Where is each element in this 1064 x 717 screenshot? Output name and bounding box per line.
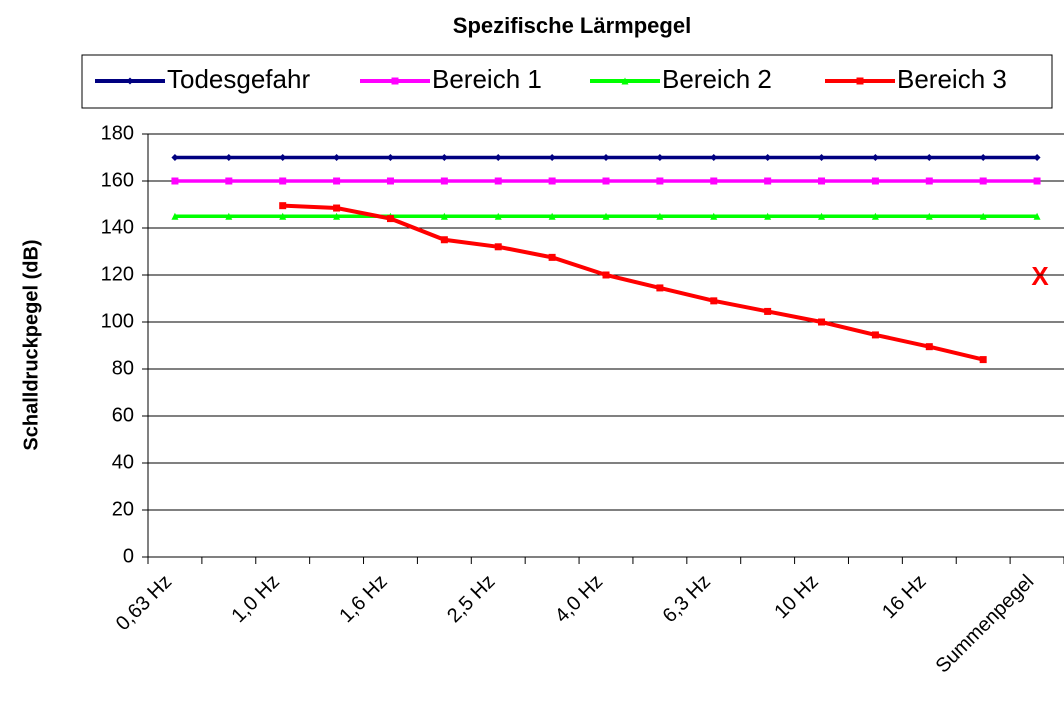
- marker: [710, 154, 718, 161]
- x-tick-label: 6,3 Hz: [659, 571, 715, 627]
- y-tick-label: 80: [112, 357, 134, 379]
- y-axis-label: Schalldruckpegel (dB): [20, 239, 42, 450]
- marker: [494, 154, 502, 161]
- marker: [656, 212, 664, 220]
- marker: [925, 154, 933, 161]
- marker: [818, 318, 826, 326]
- marker: [1033, 154, 1041, 161]
- marker: [225, 177, 233, 185]
- marker: [925, 343, 933, 351]
- marker: [494, 212, 502, 220]
- marker: [279, 212, 287, 220]
- legend-label: Bereich 3: [897, 64, 1007, 94]
- marker: [171, 154, 179, 161]
- marker: [979, 177, 987, 185]
- marker: [818, 154, 826, 161]
- marker: [818, 177, 826, 185]
- y-tick-label: 20: [112, 498, 134, 520]
- x-tick-label: 1,0 Hz: [228, 571, 284, 627]
- x-tick-label: 10 Hz: [770, 571, 823, 624]
- marker: [548, 212, 556, 220]
- marker: [871, 177, 879, 185]
- marker: [979, 356, 987, 364]
- marker: [856, 77, 864, 85]
- marker: [548, 253, 556, 261]
- x-tick-label: 4,0 Hz: [551, 571, 607, 627]
- series-line: [282, 203, 984, 362]
- marker: [602, 177, 610, 185]
- marker: [494, 177, 502, 185]
- y-tick-label: 160: [101, 169, 134, 191]
- marker: [386, 215, 394, 223]
- y-tick-label: 100: [101, 310, 134, 332]
- marker: [925, 212, 933, 220]
- marker: [440, 154, 448, 161]
- marker: [386, 154, 394, 161]
- marker: [171, 177, 179, 185]
- y-tick-label: 0: [123, 545, 134, 567]
- marker: [871, 154, 879, 161]
- marker: [126, 77, 134, 85]
- marker: [1033, 177, 1041, 185]
- marker: [333, 177, 341, 185]
- legend-label: Bereich 1: [432, 64, 542, 94]
- marker: [871, 331, 879, 339]
- marker: [764, 307, 772, 315]
- marker: [710, 177, 718, 185]
- marker: [548, 154, 556, 161]
- legend-label: Bereich 2: [662, 64, 772, 94]
- marker: [440, 236, 448, 244]
- marker: [621, 77, 629, 85]
- marker: [391, 77, 399, 85]
- marker: [656, 284, 664, 292]
- marker: [333, 154, 341, 161]
- marker: [333, 204, 341, 212]
- x-tick-label: 1,6 Hz: [335, 571, 391, 627]
- legend-label: Todesgefahr: [167, 64, 310, 94]
- marker: [871, 212, 879, 220]
- y-tick-label: 120: [101, 263, 134, 285]
- marker: [710, 297, 718, 305]
- x-tick-label: 2,5 Hz: [443, 571, 499, 627]
- y-tick-label: 180: [101, 122, 134, 144]
- marker: [656, 177, 664, 185]
- marker: [171, 212, 179, 220]
- marker: [225, 154, 233, 161]
- marker: [279, 202, 287, 210]
- y-tick-label: 40: [112, 451, 134, 473]
- marker: [494, 243, 502, 251]
- marker: [440, 212, 448, 220]
- y-tick-label: 60: [112, 404, 134, 426]
- marker: [979, 154, 987, 161]
- marker: [764, 154, 772, 161]
- x-tick-label: 0,63 Hz: [112, 571, 176, 635]
- marker: [333, 212, 341, 220]
- marker: [818, 212, 826, 220]
- y-tick-label: 140: [101, 216, 134, 238]
- marker: [764, 177, 772, 185]
- marker: [764, 212, 772, 220]
- marker: [925, 177, 933, 185]
- marker: [1033, 212, 1041, 220]
- x-tick-label: Summenpegel: [932, 571, 1039, 678]
- marker: [548, 177, 556, 185]
- annotation: X: [1031, 261, 1049, 291]
- marker: [279, 177, 287, 185]
- marker: [710, 212, 718, 220]
- chart-title: Spezifische Lärmpegel: [453, 13, 691, 38]
- marker: [602, 212, 610, 220]
- x-tick-label: 16 Hz: [878, 571, 931, 624]
- marker: [602, 271, 610, 279]
- marker: [386, 177, 394, 185]
- marker: [440, 177, 448, 185]
- marker: [279, 154, 287, 161]
- marker: [656, 154, 664, 161]
- marker: [979, 212, 987, 220]
- marker: [602, 154, 610, 161]
- marker: [225, 212, 233, 220]
